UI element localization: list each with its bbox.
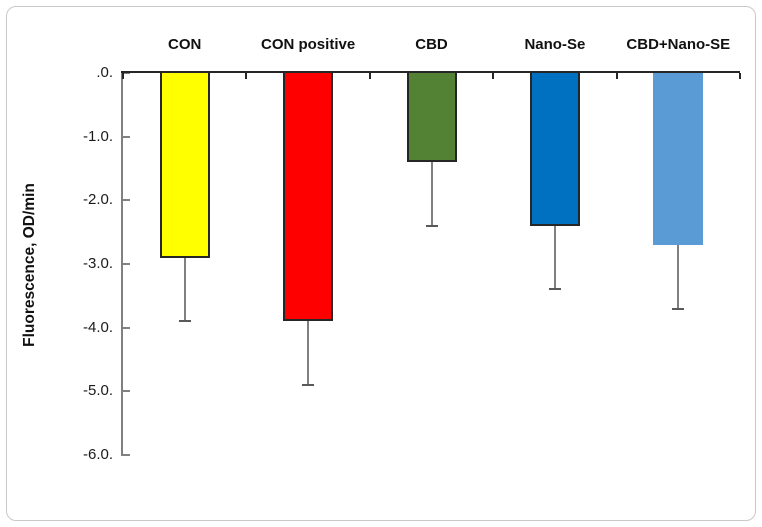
y-tick	[123, 72, 130, 74]
error-bar-cbd-nano-se	[677, 244, 680, 309]
x-boundary-tick	[615, 73, 618, 79]
x-boundary-tick	[492, 73, 495, 79]
error-bar-con	[183, 257, 186, 322]
category-label-con-positive: CON positive	[260, 36, 356, 53]
y-tick-label: .0.	[96, 64, 113, 81]
category-label-con: CON	[168, 36, 202, 53]
category-label-cbd: CBD	[415, 36, 448, 53]
figure-frame	[6, 6, 756, 521]
y-tick	[123, 326, 130, 329]
bar-con-positive	[283, 71, 334, 322]
y-tick	[123, 263, 130, 265]
x-boundary-tick	[739, 73, 741, 79]
y-tick-label: -4.0.	[82, 318, 113, 336]
y-tick	[123, 135, 130, 138]
error-bar-cbd	[430, 162, 433, 226]
bar-cbd-nano-se	[653, 73, 704, 245]
error-cap-con	[178, 320, 191, 323]
category-label-nano-se: Nano-Se	[524, 36, 586, 53]
y-tick-label: -2.0.	[82, 191, 113, 209]
bar-con	[159, 71, 210, 258]
y-axis-line	[121, 71, 123, 456]
error-bar-con-positive	[307, 321, 310, 385]
error-cap-cbd-nano-se	[672, 307, 685, 310]
y-tick-label: -6.0.	[82, 446, 113, 463]
category-label-cbd-nano-se: CBD+Nano-SE	[626, 36, 731, 53]
y-tick-label: -5.0.	[82, 382, 113, 400]
y-tick	[123, 199, 130, 202]
y-tick-label: -1.0.	[82, 127, 113, 145]
x-boundary-tick	[122, 73, 124, 79]
y-tick	[123, 390, 130, 393]
bar-nano-se	[529, 71, 580, 226]
zero-axis-line	[121, 71, 740, 73]
error-bar-nano-se	[553, 225, 556, 290]
error-cap-con-positive	[302, 383, 315, 386]
bar-cbd	[406, 71, 457, 163]
y-tick-label: -3.0.	[82, 255, 113, 272]
x-boundary-tick	[245, 73, 248, 79]
error-cap-nano-se	[548, 288, 561, 291]
x-boundary-tick	[368, 73, 371, 79]
error-cap-cbd	[425, 224, 438, 227]
y-tick	[123, 454, 130, 456]
